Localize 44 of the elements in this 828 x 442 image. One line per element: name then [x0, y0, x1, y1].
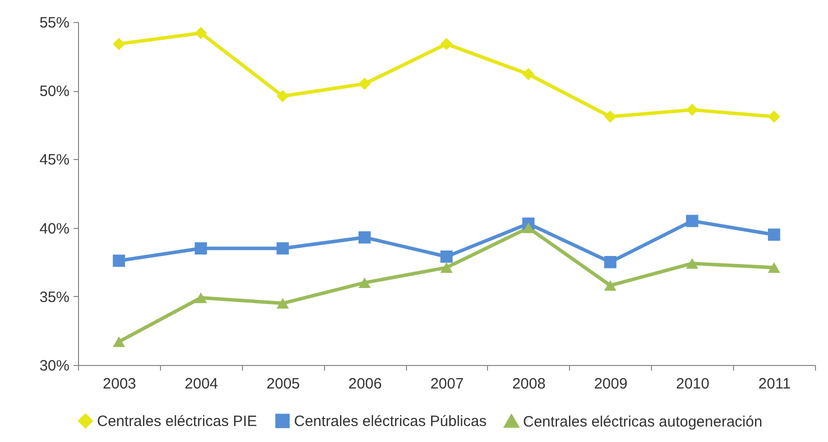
x-tick-label: 2011 — [758, 376, 791, 392]
point — [276, 90, 289, 102]
point — [686, 104, 698, 116]
point — [604, 110, 616, 123]
legend-label: Centrales eléctricas autogeneración — [523, 413, 762, 430]
x-tick-label: 2004 — [184, 376, 218, 392]
point — [522, 222, 535, 234]
point — [604, 280, 616, 291]
point — [686, 258, 698, 269]
x-tick-label: 2006 — [348, 376, 382, 392]
y-tick-label: 30% — [39, 358, 70, 374]
x-tick-label: 2009 — [594, 376, 628, 392]
y-tick-label: 45% — [39, 152, 70, 169]
point — [522, 68, 535, 80]
point — [768, 262, 780, 273]
x-tick-label: 2010 — [676, 376, 710, 392]
point — [440, 250, 453, 263]
x-tick-label: 2008 — [512, 376, 546, 392]
point — [276, 242, 289, 255]
y-tick-label: 50% — [39, 83, 70, 100]
y-tick-label: 35% — [39, 288, 70, 306]
point — [768, 110, 780, 123]
point — [440, 38, 453, 50]
legend-label: Centrales eléctricas Públicas — [294, 412, 487, 430]
point — [440, 262, 453, 273]
point — [112, 336, 126, 347]
y-tick-label: 40% — [39, 220, 70, 238]
point — [194, 26, 207, 40]
x-tick-label: 2007 — [430, 376, 464, 392]
point — [112, 254, 126, 267]
point — [768, 228, 780, 241]
point — [358, 231, 371, 244]
legend-label: Centrales eléctricas PIE — [97, 412, 258, 430]
x-tick-label: 2003 — [102, 376, 136, 392]
point — [358, 277, 371, 288]
point — [194, 242, 207, 255]
point — [358, 78, 371, 90]
x-tick-label: 2005 — [266, 376, 300, 392]
point — [194, 292, 207, 304]
point — [604, 256, 616, 268]
y-tick-label: 55% — [39, 14, 70, 32]
point — [686, 214, 698, 228]
point — [112, 38, 126, 50]
point — [276, 298, 289, 309]
